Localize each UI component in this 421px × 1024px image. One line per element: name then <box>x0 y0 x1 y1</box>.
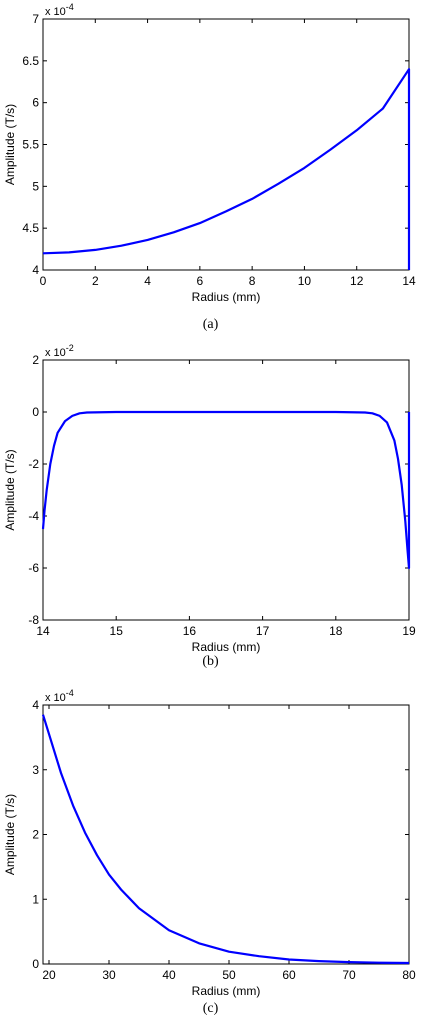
x-tick-label: 2 <box>92 274 99 288</box>
x-tick-label: 15 <box>110 624 124 638</box>
x-axis-label-a: Radius (mm) <box>192 290 261 304</box>
y-tick-label: 5 <box>32 179 39 193</box>
x-tick-label: 8 <box>249 274 256 288</box>
x-tick-label: 14 <box>36 624 50 638</box>
x-axis-label-c: Radius (mm) <box>192 984 261 998</box>
x-tick-label: 20 <box>42 968 56 982</box>
axis-exponent-a: x 10-4 <box>45 2 74 18</box>
x-tick-label: 12 <box>350 274 364 288</box>
x-tick-label: 40 <box>162 968 176 982</box>
series-line-a <box>42 68 411 270</box>
plot-area-c <box>42 704 410 965</box>
axis-exponent-b: x 10-2 <box>45 343 74 359</box>
y-tick-label: 2 <box>32 828 39 842</box>
y-tick-label: 3 <box>32 763 39 777</box>
y-tick-label: -2 <box>28 457 39 471</box>
x-tick-label: 50 <box>222 968 236 982</box>
y-axis-label-c: Amplitude (T/s) <box>3 794 17 875</box>
plot-area-a <box>42 18 410 271</box>
x-tick-label: 0 <box>40 274 47 288</box>
x-tick-label: 17 <box>256 624 270 638</box>
series-line-c <box>41 714 410 965</box>
axis-exponent-power: -2 <box>66 343 74 353</box>
axis-exponent-power: -4 <box>66 2 74 12</box>
x-tick-label: 6 <box>197 274 204 288</box>
x-tick-label: 10 <box>298 274 312 288</box>
y-tick-label: 2 <box>32 353 39 367</box>
y-tick-label: 6 <box>32 96 39 110</box>
x-tick-label: 80 <box>402 968 416 982</box>
x-tick-label: 60 <box>282 968 296 982</box>
x-tick-label: 14 <box>402 274 416 288</box>
x-tick-label: 19 <box>402 624 416 638</box>
caption-b: (b) <box>202 654 219 669</box>
chart-c: 20 30 40 50 60 70 80 0 1 2 3 4 x 10-4 Radius (mm) Ampl… <box>3 688 416 998</box>
y-axis-label-b: Amplitude (T/s) <box>3 449 17 530</box>
y-axis-label-a: Amplitude (T/s) <box>3 104 17 185</box>
y-tick-label: -8 <box>28 613 39 627</box>
axis-exponent-power: -4 <box>66 688 74 698</box>
y-tick-label: 4.5 <box>22 221 39 235</box>
y-tick-label: 4 <box>32 263 39 277</box>
y-tick-label: 5.5 <box>22 138 39 152</box>
y-tick-label: 6.5 <box>22 54 39 68</box>
x-tick-label: 18 <box>329 624 343 638</box>
x-axis-label-b: Radius (mm) <box>192 640 261 654</box>
x-tick-label: 4 <box>144 274 151 288</box>
x-tick-label: 70 <box>342 968 356 982</box>
series-line-b <box>41 410 411 570</box>
x-tick-label: 30 <box>102 968 116 982</box>
y-tick-label: 0 <box>32 957 39 971</box>
axis-exponent-c: x 10-4 <box>45 688 74 704</box>
y-tick-label: 4 <box>32 698 39 712</box>
caption-a: (a) <box>202 317 219 332</box>
plot-area-b <box>42 359 410 621</box>
y-tick-label: -4 <box>28 509 39 523</box>
y-tick-label: 0 <box>32 405 39 419</box>
chart-a: 0 2 4 6 8 10 12 14 4 4.5 5 5.5 6 6.5 7 x 10-4 Radius (mm… <box>3 2 416 304</box>
y-tick-label: -6 <box>28 561 39 575</box>
chart-b: 14 15 16 17 18 19 -8 -6 -4 -2 0 2 x 10-2 Radius (mm) A… <box>3 343 416 654</box>
x-tick-label: 16 <box>183 624 197 638</box>
caption-c: (c) <box>202 1001 219 1016</box>
y-tick-label: 7 <box>32 12 39 26</box>
y-tick-label: 1 <box>32 892 39 906</box>
